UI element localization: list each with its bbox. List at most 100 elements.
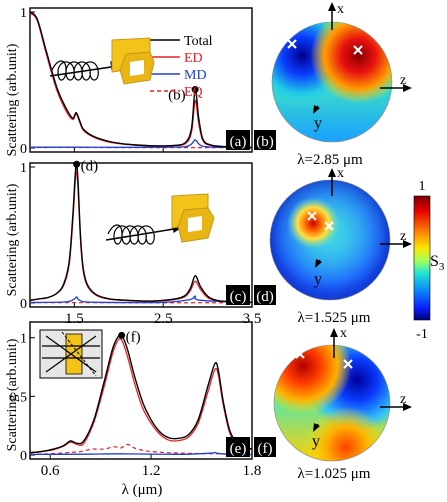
panel-tag-a-bg	[226, 130, 250, 150]
panel-tag-e: (e)	[230, 441, 247, 457]
colorbar: 1 -1 S3	[413, 179, 445, 342]
panel-tag-f-bg	[254, 437, 276, 457]
axis-label-x-d: x	[337, 166, 344, 181]
panel-tag-c: (c)	[230, 289, 247, 305]
x-tick-label-e-0: 0.6	[41, 463, 60, 479]
panel-tag-b-bg	[254, 130, 276, 150]
sphere-panel-d: (d) x z y λ=1.525 μm	[254, 166, 412, 326]
axis-label-z-b: z	[400, 73, 406, 88]
cross-marker-b-1	[287, 39, 297, 49]
cross-marker-f-1	[295, 349, 305, 359]
series-md-c	[29, 295, 253, 304]
colorbar-gradient	[413, 195, 431, 321]
axis-x-d	[328, 168, 336, 196]
legend-ed: ED	[184, 51, 203, 66]
cross-marker-d-1	[307, 211, 317, 221]
panel-tag-b: (b)	[256, 134, 274, 150]
sphere-caption-b: λ=2.85 μm	[297, 152, 363, 168]
sphere-caption-f: λ=1.025 μm	[298, 466, 371, 482]
plot-panel-e: 0.6 1.2 1.8 0 0.5 1 (f) λ (μm) (e)	[10, 321, 262, 498]
series-total-e	[29, 333, 253, 454]
x-axis-label: λ (μm)	[122, 482, 163, 498]
sphere-panel-b: (b) x z y λ=2.85 μm	[254, 2, 412, 168]
panel-tag-d-bg	[254, 285, 276, 305]
plot-frame-a	[29, 7, 253, 153]
axis-y-d	[315, 259, 322, 268]
legend: Total ED MD EQ	[150, 34, 213, 100]
series-total-c	[29, 163, 253, 303]
y-tick-label-a-1: 1	[20, 6, 27, 21]
panel-tag-a: (a)	[230, 134, 247, 150]
plot-frame-c	[29, 162, 253, 308]
cross-marker-f-2	[343, 359, 353, 369]
y-axis-label-e: Scattering (arb.unit)	[5, 338, 20, 451]
x-tick-label-e-1: 1.2	[142, 463, 161, 479]
axis-label-x-b: x	[337, 2, 344, 17]
legend-md: MD	[184, 68, 207, 83]
y-axis-label-c: Scattering (arb.unit)	[5, 183, 20, 296]
y-tick-label-c-1: 1	[20, 161, 27, 176]
peak-marker-e	[118, 331, 126, 339]
helix-illustration-a	[49, 60, 120, 81]
series-ed-e	[29, 338, 253, 454]
plot-frame-e	[29, 321, 253, 460]
legend-total: Total	[184, 34, 213, 49]
axis-label-y-b: y	[314, 115, 322, 132]
sphere-caption-d: λ=1.525 μm	[298, 310, 371, 326]
panel-tag-e-bg	[226, 437, 250, 457]
x-tick-label-c-2: 3.5	[243, 311, 262, 327]
x-tick-label-c-0: 1.5	[65, 311, 84, 327]
cross-illustration-e	[39, 329, 103, 379]
panel-tag-c-bg	[226, 285, 250, 305]
y-tick-label-e-2: 1	[20, 332, 27, 347]
series-md-a	[29, 139, 253, 149]
cross-marker-d-2	[324, 221, 334, 231]
split-ring-resonator-c	[171, 193, 215, 243]
axis-label-z-d: z	[400, 229, 406, 244]
axis-label-x-f: x	[340, 326, 347, 341]
panel-tag-f: (f)	[258, 441, 273, 457]
peak-marker-c	[73, 160, 81, 168]
cross-marker-b-2	[353, 45, 363, 55]
y-tick-label-e-0: 0	[20, 449, 27, 464]
colorbar-symbol: S3	[430, 253, 445, 273]
peak-label-e: (f)	[126, 329, 141, 345]
plot-series-c: 1.5 2.5 3.5 0 1 (d)	[20, 158, 261, 327]
series-total-a	[29, 11, 253, 149]
poincare-sphere-b	[271, 21, 393, 143]
colorbar-min-label: -1	[416, 327, 428, 342]
poincare-sphere-d	[269, 179, 391, 301]
peak-marker-a	[191, 86, 199, 94]
helix-illustration-c	[105, 222, 182, 245]
colorbar-symbol-main: S	[430, 253, 439, 270]
series-md-e	[29, 452, 253, 456]
axis-z-f	[380, 403, 412, 411]
x-tick-label-e-2: 1.8	[243, 463, 262, 479]
y-tick-label-e-1: 0.5	[10, 390, 28, 405]
peak-label-c: (d)	[81, 158, 99, 174]
axis-label-y-d: y	[314, 271, 322, 288]
plot-series-e: 0.6 1.2 1.8 0 0.5 1 (f)	[10, 329, 262, 479]
axis-label-y-f: y	[312, 433, 320, 450]
axis-label-z-f: z	[400, 392, 406, 407]
colorbar-max-label: 1	[419, 179, 426, 194]
axis-x-f	[330, 328, 338, 358]
axis-z-d	[380, 240, 412, 248]
plot-panel-a: 01(b) Total ED MD EQ (a)	[20, 6, 253, 157]
axis-x-b	[328, 2, 336, 30]
y-tick-label-a-0: 0	[20, 142, 27, 157]
y-axis-label-a: Scattering (arb.unit)	[5, 43, 20, 156]
panel-tag-d: (d)	[256, 289, 274, 305]
colorbar-symbol-sub: 3	[439, 261, 445, 273]
y-tick-label-c-0: 0	[20, 297, 27, 312]
legend-eq: EQ	[184, 85, 203, 100]
axis-y-f	[313, 423, 320, 432]
plot-panel-c: 1.5 2.5 3.5 0 1 (d) (c)	[20, 158, 261, 327]
axis-y-b	[313, 105, 320, 114]
split-ring-resonator-a	[111, 37, 155, 85]
poincare-sphere-f	[273, 344, 391, 462]
x-tick-label-c-1: 2.5	[154, 311, 173, 327]
series-ed-c	[29, 171, 253, 303]
sphere-panel-f: (f) x z y λ=1.025 μm	[254, 326, 412, 482]
